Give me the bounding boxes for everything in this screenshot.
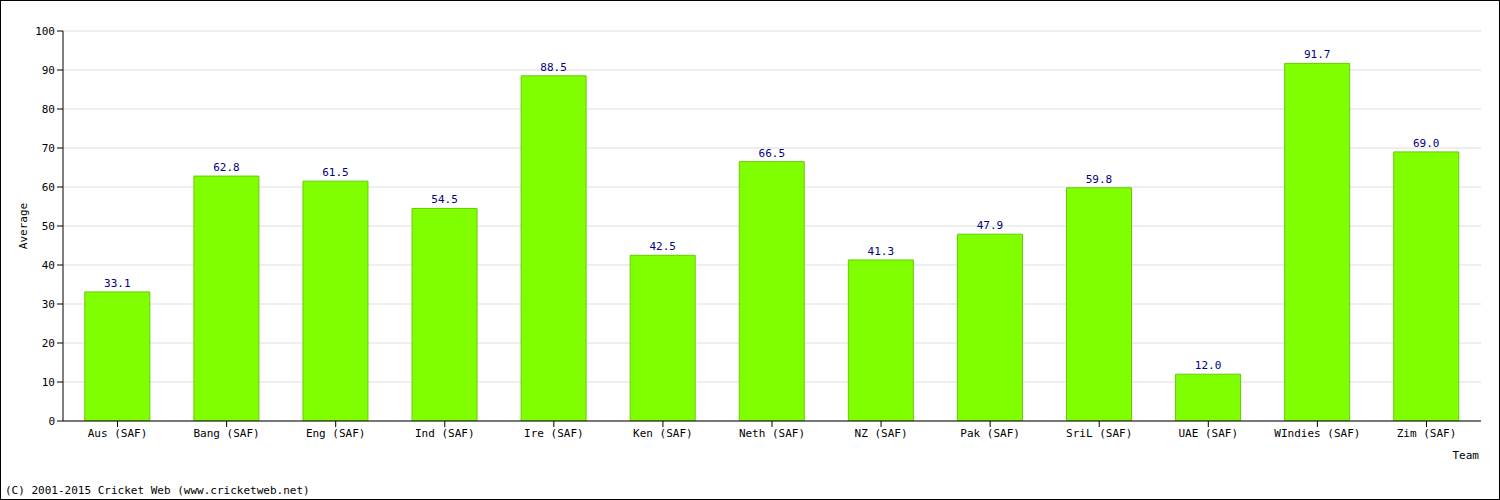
svg-text:60: 60 [42,181,55,194]
svg-text:70: 70 [42,142,55,155]
svg-text:Eng (SAF): Eng (SAF) [306,427,366,440]
svg-text:0: 0 [48,415,55,428]
svg-text:33.1: 33.1 [104,277,131,290]
svg-text:40: 40 [42,259,55,272]
svg-text:10: 10 [42,376,55,389]
svg-text:66.5: 66.5 [759,147,786,160]
svg-text:90: 90 [42,64,55,77]
svg-text:Team: Team [1453,449,1480,462]
svg-text:Bang (SAF): Bang (SAF) [193,427,259,440]
svg-text:47.9: 47.9 [977,219,1004,232]
svg-text:UAE (SAF): UAE (SAF) [1179,427,1239,440]
svg-text:Ken (SAF): Ken (SAF) [633,427,693,440]
svg-text:54.5: 54.5 [431,193,458,206]
svg-text:NZ (SAF): NZ (SAF) [855,427,908,440]
svg-text:41.3: 41.3 [868,245,895,258]
svg-text:69.0: 69.0 [1413,137,1440,150]
svg-text:20: 20 [42,337,55,350]
svg-text:Ire (SAF): Ire (SAF) [524,427,584,440]
svg-text:SriL (SAF): SriL (SAF) [1066,427,1132,440]
svg-text:Zim (SAF): Zim (SAF) [1397,427,1457,440]
svg-text:88.5: 88.5 [540,61,567,74]
svg-text:80: 80 [42,103,55,116]
svg-text:59.8: 59.8 [1086,173,1113,186]
html-text:(C) 2001-2015 Cricket Web (www: (C) 2001-2015 Cricket Web (www.cricketwe… [5,484,310,497]
svg-text:Average: Average [17,203,30,249]
svg-text:WIndies (SAF): WIndies (SAF) [1274,427,1360,440]
svg-text:61.5: 61.5 [322,166,349,179]
svg-text:100: 100 [35,25,55,38]
svg-text:Aus (SAF): Aus (SAF) [88,427,148,440]
svg-text:30: 30 [42,298,55,311]
svg-text:Neth (SAF): Neth (SAF) [739,427,805,440]
svg-text:42.5: 42.5 [649,240,676,253]
svg-text:50: 50 [42,220,55,233]
svg-text:62.8: 62.8 [213,161,240,174]
svg-text:Ind (SAF): Ind (SAF) [415,427,475,440]
svg-text:Pak (SAF): Pak (SAF) [960,427,1020,440]
svg-text:12.0: 12.0 [1195,359,1222,372]
svg-text:91.7: 91.7 [1304,48,1331,61]
